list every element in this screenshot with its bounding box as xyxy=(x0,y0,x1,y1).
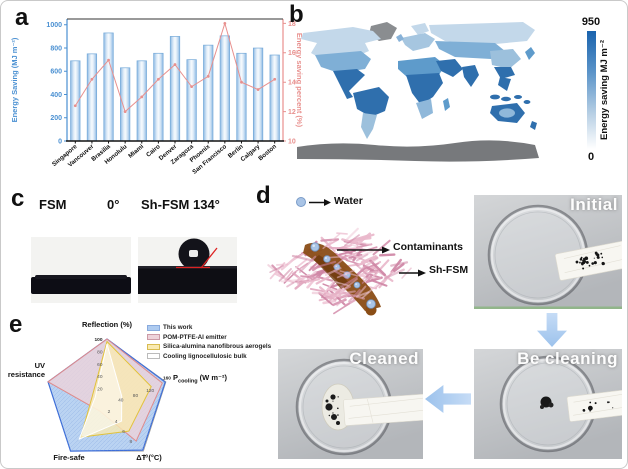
south-america xyxy=(353,87,389,139)
svg-text:6: 6 xyxy=(122,429,125,435)
radar-axis-pcooling-label: Pcooling (W m⁻²) xyxy=(173,373,227,385)
arrow-left-icon xyxy=(425,385,471,413)
sh-fsm-label: Sh-FSM xyxy=(429,264,469,276)
svg-text:100: 100 xyxy=(94,337,102,343)
world-map xyxy=(297,22,539,162)
colorbar-min: 0 xyxy=(587,151,595,163)
photo-initial: Initial xyxy=(474,195,622,309)
svg-text:200: 200 xyxy=(50,115,62,122)
radar-legend: This work POM-PTFE-Al emitter Silica-alu… xyxy=(147,324,271,362)
radar-axis-reflection-label: Reflection (%) xyxy=(81,320,132,329)
asia xyxy=(429,22,535,104)
svg-text:160: 160 xyxy=(163,375,171,381)
svg-text:Calgary: Calgary xyxy=(239,143,261,163)
svg-text:40: 40 xyxy=(97,374,103,380)
radar-axis-dt-label: ΔT (°C) xyxy=(136,453,162,462)
svg-text:600: 600 xyxy=(50,69,62,76)
legend-item-lignocellulosic: Cooling lignocellulosic bulk xyxy=(147,353,271,360)
spread-droplet-image xyxy=(31,275,131,294)
svg-text:80: 80 xyxy=(133,393,139,399)
fibrous-membrane-schematic xyxy=(267,227,412,316)
legend-item-silica-alumina: Silica-alumina nanofibrous aerogels xyxy=(147,343,271,350)
svg-text:Miami: Miami xyxy=(127,143,145,160)
svg-text:16: 16 xyxy=(288,50,296,57)
svg-text:8: 8 xyxy=(129,439,132,445)
photo-be-cleaning: Be cleaning xyxy=(474,349,622,459)
photo-cleaned-caption: Cleaned xyxy=(349,349,419,368)
legend-swatch xyxy=(147,334,160,340)
contact-angle-photo-sh-fsm xyxy=(138,237,237,303)
panel-c-label: c xyxy=(11,185,25,212)
svg-text:18: 18 xyxy=(288,21,296,28)
contact-angle-photo-fsm xyxy=(31,237,131,303)
svg-text:40: 40 xyxy=(118,398,124,404)
droplet-image xyxy=(138,238,237,294)
svg-text:2: 2 xyxy=(108,409,111,415)
sh-fsm-arrow-icon xyxy=(399,269,426,277)
svg-text:60: 60 xyxy=(97,362,103,368)
svg-text:4: 4 xyxy=(115,419,118,425)
sh-fsm-angle-label: Sh-FSM 134° xyxy=(141,197,220,212)
africa xyxy=(398,57,450,119)
panel-d-label: d xyxy=(256,182,271,209)
svg-text:Energy Saving (MJ m⁻²): Energy Saving (MJ m⁻²) xyxy=(10,37,19,122)
photo-initial-caption: Initial xyxy=(570,195,618,214)
svg-text:10: 10 xyxy=(288,138,296,145)
fsm-angle-label: 0° xyxy=(107,197,120,212)
svg-text:14: 14 xyxy=(288,80,296,87)
petri-dish-cleaned-image xyxy=(278,349,423,459)
contaminants-arrow-icon xyxy=(337,246,390,254)
contaminants-label: Contaminants xyxy=(393,241,464,253)
svg-text:Boston: Boston xyxy=(257,143,278,162)
legend-swatch xyxy=(147,353,160,359)
svg-text:Energy saving percent (%): Energy saving percent (%) xyxy=(295,33,304,128)
water-arrow-icon xyxy=(309,199,331,206)
europe xyxy=(396,23,435,51)
panel-e-label: e xyxy=(9,311,23,338)
energy-saving-bar-chart: 020040060080010001012141618SingaporeVanc… xyxy=(10,18,304,176)
svg-text:0: 0 xyxy=(58,138,62,145)
svg-text:20: 20 xyxy=(97,387,103,393)
svg-text:12: 12 xyxy=(288,109,296,116)
photo-be-cleaning-caption: Be cleaning xyxy=(517,349,618,368)
arrow-down-icon xyxy=(537,313,567,347)
svg-text:800: 800 xyxy=(50,45,62,52)
energy-colorbar xyxy=(587,31,596,149)
contact-angle-tangent xyxy=(200,247,218,269)
legend-swatch xyxy=(147,343,160,350)
water-label: Water xyxy=(334,195,363,207)
panel-b-label: b xyxy=(289,1,304,28)
legend-item-this-work: This work xyxy=(147,324,271,331)
colorbar-max: 950 xyxy=(581,16,601,28)
legend-swatch xyxy=(147,324,160,331)
legend-item-pom-ptfe-al: POM-PTFE-Al emitter xyxy=(147,334,271,341)
antarctica xyxy=(297,140,539,162)
svg-text:1000: 1000 xyxy=(46,22,62,29)
photo-cleaned: Cleaned xyxy=(278,349,423,459)
svg-text:80: 80 xyxy=(97,349,103,355)
australia xyxy=(490,103,537,130)
radar-axis-uv-label: UV resistance xyxy=(7,361,45,379)
radar-axis-firesafe-label: Fire-safe xyxy=(53,453,85,462)
colorbar-label: Energy saving MJ m⁻² xyxy=(599,39,610,141)
north-america xyxy=(301,27,381,99)
petri-dish-cleaning-image xyxy=(474,349,622,459)
panel-a-label: a xyxy=(15,4,29,31)
svg-text:400: 400 xyxy=(50,92,62,99)
water-droplet-icon xyxy=(296,197,306,207)
svg-text:120: 120 xyxy=(146,388,154,394)
fsm-label: FSM xyxy=(39,197,67,212)
svg-text:10: 10 xyxy=(143,454,149,460)
petri-dish-initial-image xyxy=(474,195,622,309)
